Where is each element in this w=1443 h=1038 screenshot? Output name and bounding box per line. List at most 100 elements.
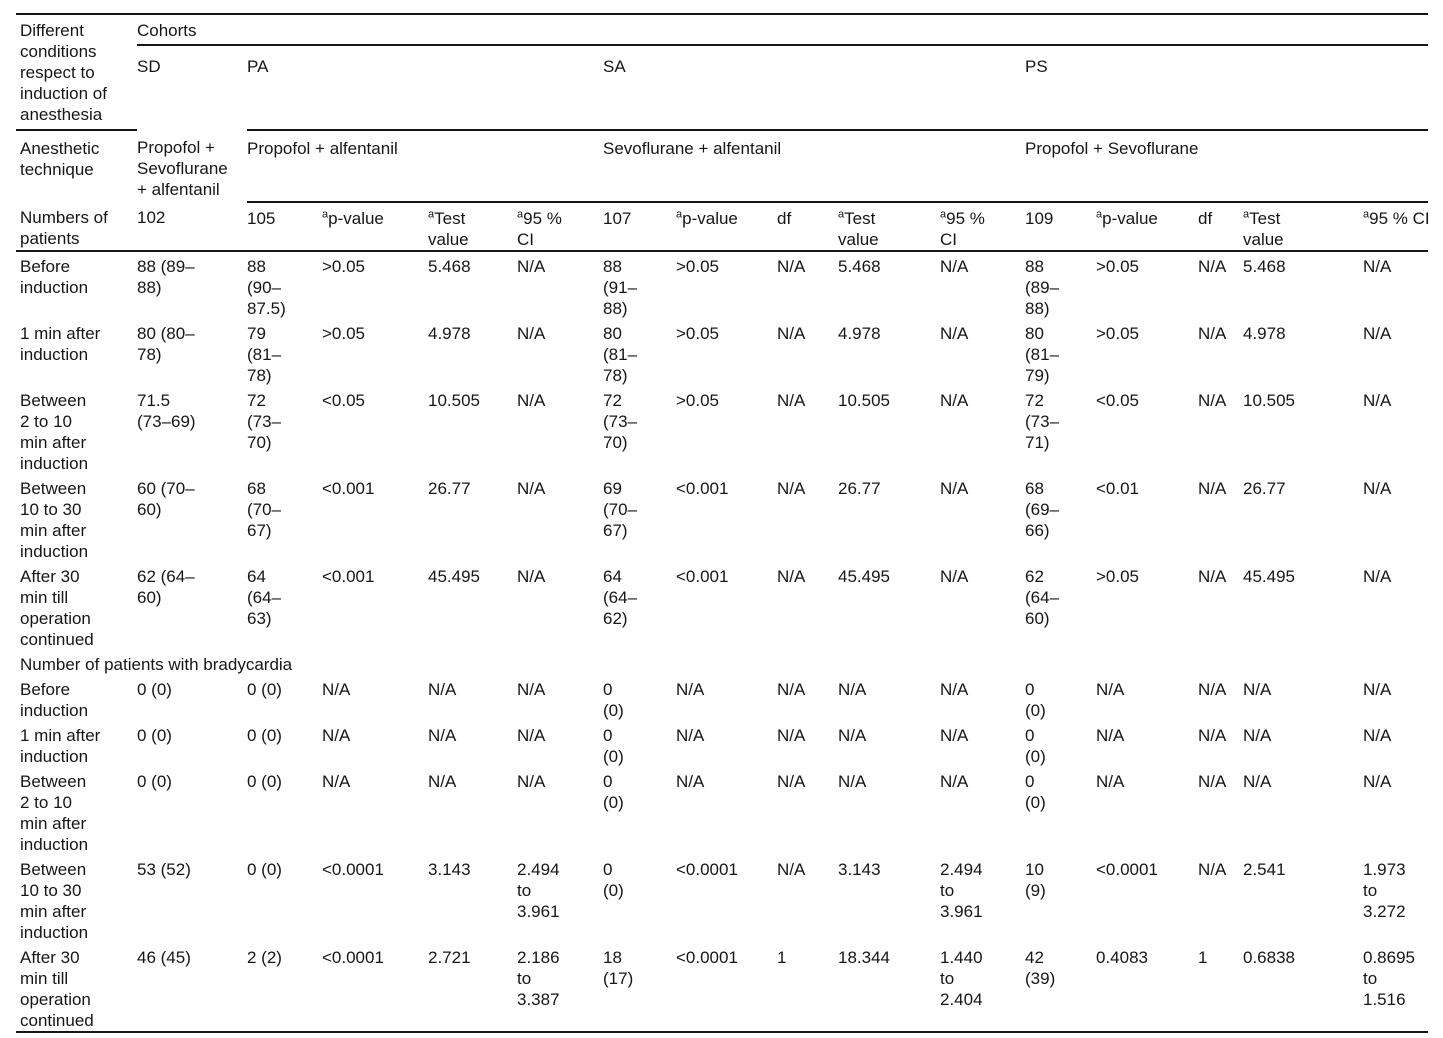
table-cell: N/A	[940, 567, 969, 586]
table-cell: 88 (89– 88)	[1025, 257, 1060, 318]
section-header-row: Number of patients with bradycardia	[16, 650, 1428, 675]
table-cell: 0 (0)	[247, 860, 282, 879]
table-cell: 5.468	[838, 257, 881, 276]
n-patients-pa: 105	[247, 202, 322, 252]
table-cell: <0.05	[322, 391, 366, 410]
footnote-marker: a	[940, 208, 947, 221]
table-cell: <0.01	[1096, 479, 1140, 498]
table-cell: N/A	[517, 726, 546, 745]
row-label: Between 10 to 30 min after induction	[20, 479, 89, 561]
table-cell: N/A	[517, 391, 546, 410]
table-row: 1 min after induction 0 (0) 0 (0) N/A N/A N/A…	[16, 721, 1428, 767]
table-cell: N/A	[322, 680, 351, 699]
table-cell: >0.05	[676, 257, 720, 276]
table-cell: N/A	[1096, 726, 1125, 745]
table-cell: N/A	[1198, 726, 1227, 745]
table-cell: 80 (81– 78)	[603, 324, 638, 385]
table-cell: <0.0001	[322, 948, 384, 967]
table-cell: N/A	[1198, 860, 1227, 879]
pa-pvalue-header: ap-value	[322, 202, 428, 252]
table-cell: 72 (73– 71)	[1025, 391, 1060, 452]
table-cell: 18.344	[838, 948, 890, 967]
sa-ci-header: a95 % CI	[940, 202, 1025, 252]
table-cell: N/A	[517, 479, 546, 498]
table-cell: 0 (0)	[1025, 726, 1046, 766]
sa-testvalue-header: aTest value	[838, 202, 940, 252]
table-cell: N/A	[1363, 479, 1392, 498]
table-cell: >0.05	[676, 324, 720, 343]
table-cell: 64 (64– 62)	[603, 567, 638, 628]
table-cell: N/A	[428, 680, 457, 699]
table-cell: >0.05	[322, 257, 366, 276]
table-cell: 0.6838	[1243, 948, 1295, 967]
table-cell: N/A	[838, 726, 867, 745]
table-cell: 0 (0)	[603, 726, 624, 766]
pvalue-header-label: p-value	[1102, 209, 1158, 228]
table-cell: N/A	[1363, 772, 1392, 791]
ps-testvalue-header: aTest value	[1243, 202, 1363, 252]
table-cell: 1	[777, 948, 787, 967]
table-row: After 30 min till operation continued 62 …	[16, 562, 1428, 650]
table-row: Between 10 to 30 min after induction 53 (…	[16, 855, 1428, 943]
group-header-sd: SD	[137, 57, 161, 76]
ci-header-label: 95 % CI	[517, 209, 562, 249]
table-cell: 0.8695 to 1.516	[1363, 948, 1415, 1009]
table-cell: 1.440 to 2.404	[940, 948, 983, 1009]
technique-pa: Propofol + alfentanil	[247, 130, 603, 203]
table-cell: N/A	[517, 772, 546, 791]
table-cell: N/A	[777, 479, 806, 498]
table-cell: N/A	[322, 726, 351, 745]
table-cell: <0.001	[676, 479, 729, 498]
table-cell: 88 (89– 88)	[137, 257, 195, 297]
table-cell: >0.05	[1096, 324, 1140, 343]
table-row: Between 2 to 10 min after induction 0 (0)…	[16, 767, 1428, 855]
table-cell: 4.978	[1243, 324, 1286, 343]
table-cell: 1.973 to 3.272	[1363, 860, 1406, 921]
pa-testvalue-header: aTest value	[428, 202, 517, 252]
group-header-ps: PS	[1025, 45, 1429, 131]
table-cell: 3.143	[428, 860, 471, 879]
table-cell: N/A	[940, 479, 969, 498]
table-cell: N/A	[676, 726, 705, 745]
pvalue-header-label: p-value	[328, 209, 384, 228]
table-cell: N/A	[1363, 324, 1392, 343]
table-cell: 1	[1198, 948, 1208, 967]
footnote-marker: a	[517, 208, 524, 221]
table-cell: N/A	[1198, 479, 1227, 498]
ci-header-label: 95 % CI	[1369, 209, 1430, 228]
table-cell: N/A	[1363, 257, 1392, 276]
footnote-marker: a	[1243, 208, 1250, 221]
table-cell: 71.5 (73–69)	[137, 391, 196, 431]
table-cell: 68 (69– 66)	[1025, 479, 1060, 540]
table-cell: N/A	[1198, 567, 1227, 586]
cohorts-row: Different conditions respect to inductio…	[16, 14, 1429, 131]
table-cell: <0.0001	[676, 860, 738, 879]
table-cell: N/A	[940, 726, 969, 745]
ps-pvalue-header: ap-value	[1096, 202, 1198, 252]
table-cell: N/A	[777, 726, 806, 745]
n-patients-ps: 109	[1025, 202, 1096, 252]
table-cell: <0.001	[322, 567, 375, 586]
table-cell: 53 (52)	[137, 860, 191, 879]
table-cell: 2.494 to 3.961	[517, 860, 560, 921]
table-cell: 10 (9)	[1025, 860, 1046, 900]
table-cell: N/A	[940, 391, 969, 410]
table-cell: 72 (73– 70)	[603, 391, 638, 452]
table-cell: 0 (0)	[137, 680, 172, 699]
cohorts-header-cell: Cohorts	[137, 14, 1429, 46]
table-cell: <0.0001	[322, 860, 384, 879]
testvalue-header-label: Test value	[1243, 209, 1284, 249]
table-row: Before induction 88 (89– 88) 88 (90– 87.5)…	[16, 251, 1428, 319]
group-header-sa: SA	[603, 45, 1025, 131]
table-cell: 26.77	[838, 479, 881, 498]
table-cell: <0.001	[322, 479, 375, 498]
footnote-marker: a	[838, 208, 845, 221]
ps-df-header: df	[1198, 202, 1243, 252]
footnote-marker: a	[428, 208, 435, 221]
table-cell: N/A	[940, 772, 969, 791]
table-cell: >0.05	[1096, 257, 1140, 276]
table-cell: 0 (0)	[603, 772, 624, 812]
table-cell: 2.494 to 3.961	[940, 860, 983, 921]
footnote-marker: a	[1363, 208, 1370, 221]
table-row: Before induction 0 (0) 0 (0) N/A N/A N/A 0 (0)…	[16, 675, 1428, 721]
